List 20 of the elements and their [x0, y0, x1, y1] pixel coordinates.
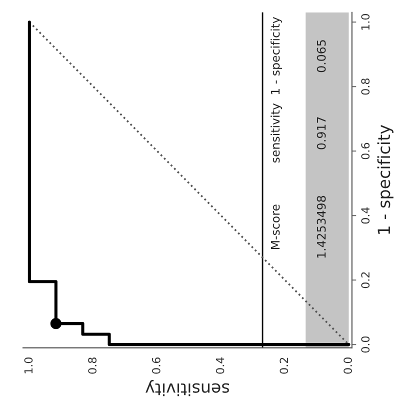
x-tick-label: 0.6 [152, 357, 160, 374]
annotation: 1.4253498 [316, 196, 326, 258]
y-tick-label: 0.2 [361, 272, 370, 288]
y-axis-title: 1 - specificity [377, 124, 394, 234]
annotation: sensitivity [270, 103, 282, 163]
y-tick-label: 0.0 [361, 336, 370, 353]
y-tick-label: 0.6 [361, 142, 370, 160]
annotation: M-score [270, 204, 280, 249]
annotation: 0.065 [316, 40, 326, 72]
y-tick-label: 0.4 [361, 207, 370, 224]
x-tick-label: 0.2 [280, 358, 288, 374]
annotation: 1 - specificity [270, 16, 282, 94]
x-axis-title: sensitivity [146, 380, 230, 396]
y-tick-label: 0.8 [361, 78, 370, 95]
annotation: 0.917 [316, 117, 326, 150]
x-tick-label: 0.8 [88, 358, 97, 374]
x-tick-label: 1.0 [24, 358, 33, 374]
y-tick-label: 1.0 [361, 14, 370, 30]
x-tick-label: 0.4 [216, 357, 224, 374]
x-tick-label: 0.0 [344, 358, 352, 374]
